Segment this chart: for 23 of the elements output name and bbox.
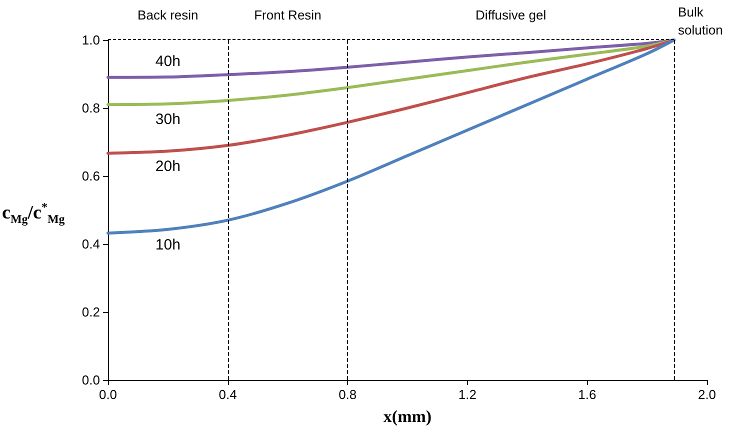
y-tick-label: 0.6 [82,168,100,184]
x-tick-label: 0.8 [338,387,357,402]
ref-line-label: Bulk solution [678,4,723,38]
y-tick-label: 0.2 [82,304,100,320]
x-tick-label: 0.4 [218,387,237,402]
series-label: 40h [155,53,180,70]
series-label: 20h [155,158,180,176]
text: Back resin [138,8,198,22]
series-label: 30h [155,110,180,128]
y-tick-label: 0.8 [82,100,100,116]
x-axis-title: x(mm) [383,407,432,426]
series-label: 10h [155,236,180,254]
line-series [106,38,676,235]
y-tick-label: 0.4 [82,236,100,252]
line-series [106,38,676,79]
text: Diffusive gel [476,8,546,22]
text: Front Resin [254,8,322,22]
x-tick-label: 1.2 [458,387,476,402]
x-tick-label: 1.6 [578,387,596,402]
y-tick-label: 1.0 [82,32,100,48]
x-tick-label: 2.0 [698,387,716,402]
y-tick-label: 0.0 [82,372,100,388]
x-tick-label: 0.0 [98,387,118,402]
